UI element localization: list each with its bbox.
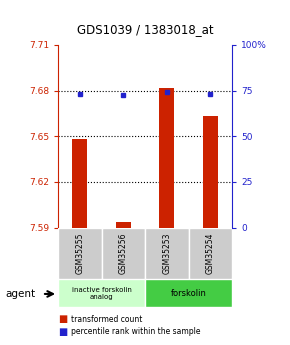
Text: inactive forskolin
analog: inactive forskolin analog (72, 287, 131, 300)
Text: forskolin: forskolin (171, 289, 206, 298)
Bar (72, 139, 87, 228)
Text: transformed count: transformed count (71, 315, 142, 324)
Bar (159, 88, 174, 228)
Bar (58, 228, 102, 279)
Text: ■: ■ (58, 327, 67, 337)
Text: ■: ■ (58, 314, 67, 324)
Text: GSM35255: GSM35255 (75, 233, 84, 274)
Text: GSM35254: GSM35254 (206, 233, 215, 274)
Text: GDS1039 / 1383018_at: GDS1039 / 1383018_at (77, 23, 213, 36)
Bar (145, 279, 232, 307)
Text: percentile rank within the sample: percentile rank within the sample (71, 327, 201, 336)
Bar (102, 228, 145, 279)
Bar (58, 279, 145, 307)
Bar (116, 221, 131, 228)
Bar (188, 228, 232, 279)
Bar (203, 117, 218, 228)
Text: agent: agent (6, 289, 36, 299)
Bar (145, 228, 188, 279)
Text: GSM35256: GSM35256 (119, 233, 128, 274)
Text: GSM35253: GSM35253 (162, 233, 171, 274)
